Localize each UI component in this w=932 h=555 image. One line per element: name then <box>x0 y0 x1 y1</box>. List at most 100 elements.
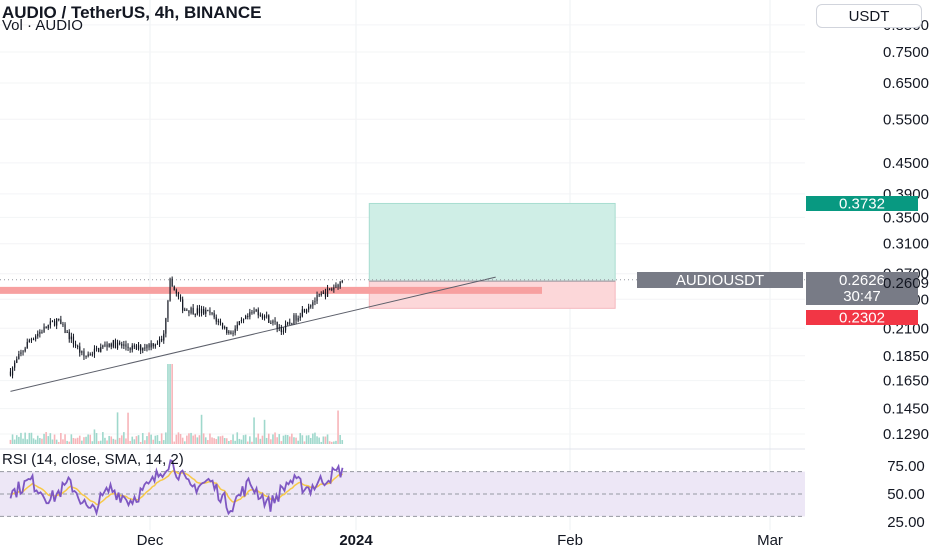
candle-body <box>289 322 291 324</box>
volume-bar <box>51 439 54 444</box>
volume-bar <box>188 433 190 444</box>
candle-body <box>125 344 127 347</box>
candle-body <box>18 353 20 360</box>
candle-body <box>257 309 259 316</box>
candle-body <box>51 321 54 323</box>
volume-bar <box>127 412 129 444</box>
candle-body <box>137 345 140 350</box>
candle-body <box>268 315 270 323</box>
volume-bar <box>219 436 222 444</box>
candle-body <box>133 345 135 347</box>
candle-body <box>284 324 287 331</box>
price-tick-label: 0.1290 <box>883 426 929 443</box>
volume-bar <box>118 437 121 444</box>
candle-body <box>119 342 121 344</box>
candle-body <box>316 295 318 302</box>
volume-bar <box>162 440 165 444</box>
candle-body <box>198 308 201 314</box>
volume-bar <box>228 441 230 444</box>
volume-bar <box>110 436 113 444</box>
volume-bar <box>309 437 312 444</box>
candle-body <box>53 321 56 326</box>
candle-body <box>58 318 60 320</box>
volume-bar <box>249 436 251 444</box>
candle-body <box>221 323 224 329</box>
volume-bar <box>125 438 127 444</box>
time-axis[interactable]: Dec 2024 Feb Mar <box>137 532 783 549</box>
candle-body <box>22 351 24 353</box>
volume-bar <box>179 433 182 444</box>
price-tick-label: 0.7500 <box>883 44 929 61</box>
volume-bar <box>314 432 316 444</box>
candle-body <box>154 344 156 347</box>
volume-bar <box>28 432 31 444</box>
volume-bar <box>295 437 297 444</box>
candle-body <box>177 293 180 298</box>
rsi-ma-line <box>10 470 343 506</box>
volume-bar <box>45 432 47 444</box>
volume-bar <box>72 438 75 444</box>
candle-body <box>163 333 165 341</box>
volume-bar <box>114 439 117 444</box>
candle-body <box>79 346 81 353</box>
candle-body <box>314 301 316 303</box>
candle-body <box>249 312 251 317</box>
candle-body <box>140 345 142 351</box>
candle-body <box>255 309 257 312</box>
volume-bar <box>244 434 247 444</box>
volume-bar <box>316 436 318 444</box>
candle-body <box>324 292 327 297</box>
candle-body <box>238 321 240 325</box>
candle-body <box>293 315 295 325</box>
currency-button[interactable]: USDT <box>816 4 922 28</box>
candle-body <box>169 278 171 301</box>
volume-bar <box>211 437 213 444</box>
price-tick-label: 0.1650 <box>883 373 929 390</box>
volume-bar <box>78 435 81 444</box>
candle-body <box>251 312 253 314</box>
candle-body <box>45 326 47 329</box>
candle-body <box>173 286 175 291</box>
volume-bar <box>62 439 64 444</box>
volume-bar <box>108 435 110 444</box>
candle-body <box>211 312 213 314</box>
volume-bar <box>57 441 60 444</box>
volume-bar <box>236 432 239 444</box>
candle-body <box>303 309 306 313</box>
volume-legend: Vol · AUDIO <box>2 17 83 34</box>
drawings[interactable] <box>0 276 805 392</box>
volume-bar <box>66 440 68 444</box>
volume-bar <box>24 432 26 444</box>
volume-bar <box>167 364 169 444</box>
stop-price-label: 0.2302 <box>839 310 885 327</box>
volume-bar <box>200 414 203 444</box>
candle-body <box>242 319 245 321</box>
volume-bar <box>322 436 325 444</box>
volume-bar <box>120 435 123 444</box>
volume-bar <box>320 441 323 444</box>
volume-bar <box>137 435 140 444</box>
volume-bar <box>32 438 35 444</box>
volume-bar <box>139 441 142 444</box>
volume-bar <box>112 438 115 444</box>
price-tick-label: 0.1850 <box>883 348 929 365</box>
candle-body <box>305 309 308 313</box>
position-zones[interactable] <box>368 202 616 309</box>
volume-bar <box>146 436 148 444</box>
volume-bar <box>278 434 281 444</box>
candle-body <box>32 339 35 341</box>
rsi-tick-label: 75.00 <box>887 458 925 475</box>
chart-title: AUDIO / TetherUS, 4h, BINANCE <box>2 3 262 22</box>
candle-body <box>295 315 297 321</box>
candle-body <box>312 302 314 306</box>
volume-bar <box>158 440 161 444</box>
candle-body <box>186 309 188 311</box>
price-axis[interactable]: 0.85000.75000.65000.55000.45000.39000.35… <box>883 17 929 443</box>
volume-bar <box>175 434 178 444</box>
candle-body <box>240 320 243 322</box>
volume-bar <box>225 438 228 444</box>
volume-bar <box>330 441 333 444</box>
candle-body <box>72 336 75 345</box>
